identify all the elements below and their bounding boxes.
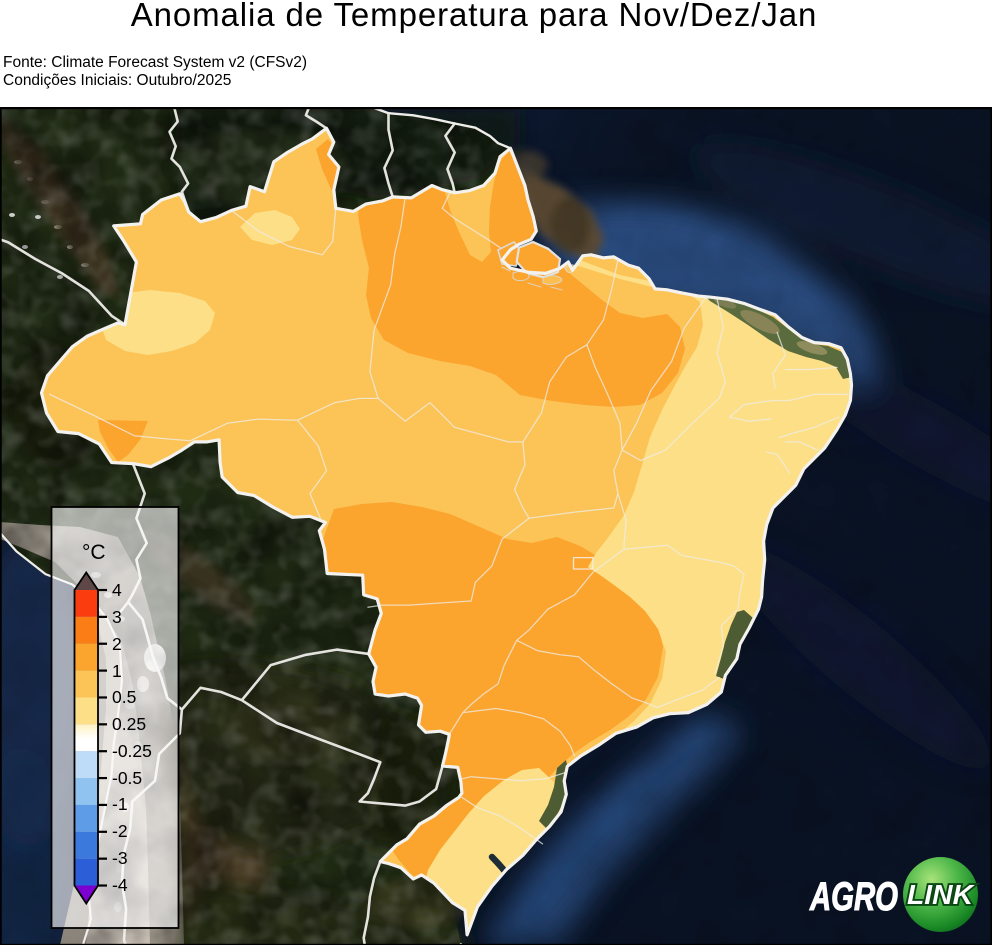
svg-text:4: 4 (112, 580, 122, 600)
svg-text:-0.5: -0.5 (112, 768, 142, 788)
svg-text:AGRO: AGRO (809, 875, 898, 919)
svg-text:-3: -3 (112, 848, 128, 868)
svg-text:-0.25: -0.25 (112, 741, 152, 761)
svg-text:-1: -1 (112, 794, 128, 814)
svg-text:1: 1 (112, 661, 122, 681)
svg-text:°C: °C (82, 541, 106, 564)
svg-text:2: 2 (112, 634, 122, 654)
svg-text:LINK: LINK (907, 879, 975, 910)
svg-text:0.5: 0.5 (112, 687, 136, 707)
svg-text:0.25: 0.25 (112, 714, 146, 734)
svg-text:3: 3 (112, 607, 122, 627)
svg-text:-2: -2 (112, 821, 128, 841)
svg-text:-4: -4 (112, 875, 128, 895)
